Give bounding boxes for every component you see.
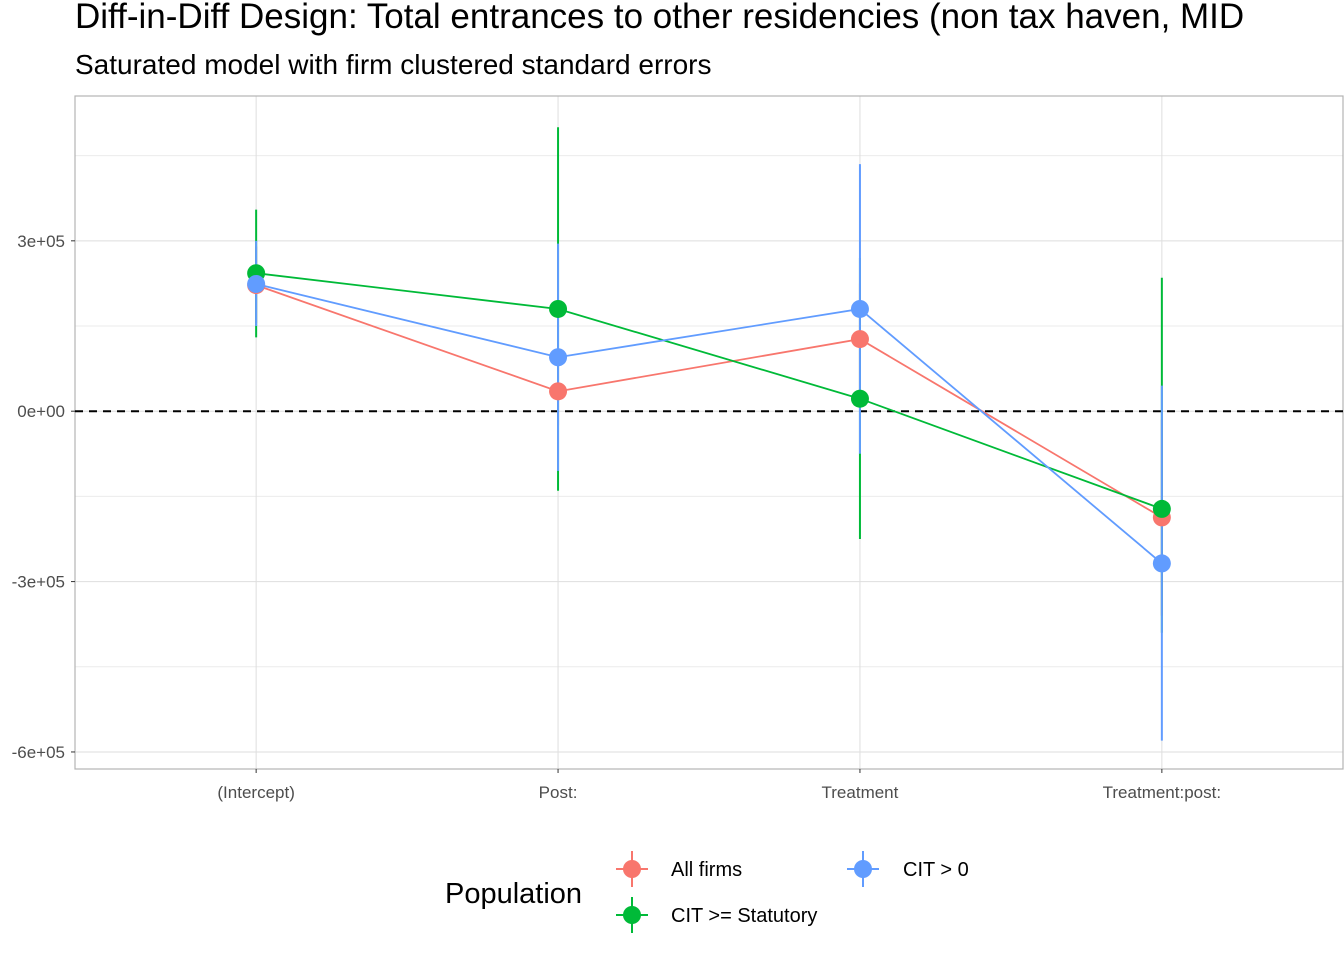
data-point bbox=[1152, 499, 1171, 518]
data-point bbox=[549, 299, 568, 318]
data-point bbox=[1152, 554, 1171, 573]
legend-title: Population bbox=[445, 878, 582, 910]
data-point bbox=[850, 389, 869, 408]
legend-key-point bbox=[623, 860, 641, 878]
data-point bbox=[850, 330, 869, 349]
legend-key-point bbox=[854, 860, 872, 878]
y-tick-label: -6e+05 bbox=[12, 743, 65, 762]
legend-key-point bbox=[623, 906, 641, 924]
chart-title: Diff-in-Diff Design: Total entrances to … bbox=[75, 0, 1244, 36]
legend-label: All firms bbox=[671, 859, 742, 881]
series-line bbox=[256, 272, 1163, 510]
data-point bbox=[549, 382, 568, 401]
x-tick-label: Treatment bbox=[822, 783, 899, 802]
data-point bbox=[247, 274, 266, 293]
x-tick-label: Treatment:post: bbox=[1103, 783, 1221, 802]
legend: Population All firms CIT >= Statutory CIT … bbox=[445, 851, 969, 933]
y-tick-label: 0e+00 bbox=[17, 402, 65, 421]
data-point bbox=[549, 348, 568, 367]
plot-area bbox=[74, 95, 1344, 770]
series-line bbox=[255, 284, 1163, 519]
y-tick-label: 3e+05 bbox=[17, 232, 65, 251]
legend-label: CIT > 0 bbox=[903, 859, 969, 881]
x-tick-label: Post: bbox=[539, 783, 578, 802]
legend-label: CIT >= Statutory bbox=[671, 905, 817, 927]
panel-border bbox=[74, 95, 1344, 770]
x-tick-label: (Intercept) bbox=[217, 783, 294, 802]
axis-ticks: 3e+05 0e+00 -3e+05 -6e+05 (Intercept) Post: Tr… bbox=[12, 232, 1221, 802]
chart-subtitle: Saturated model with firm clustered stan… bbox=[75, 49, 712, 80]
series-line bbox=[255, 283, 1163, 565]
data-point bbox=[850, 299, 869, 318]
y-tick-label: -3e+05 bbox=[12, 573, 65, 592]
